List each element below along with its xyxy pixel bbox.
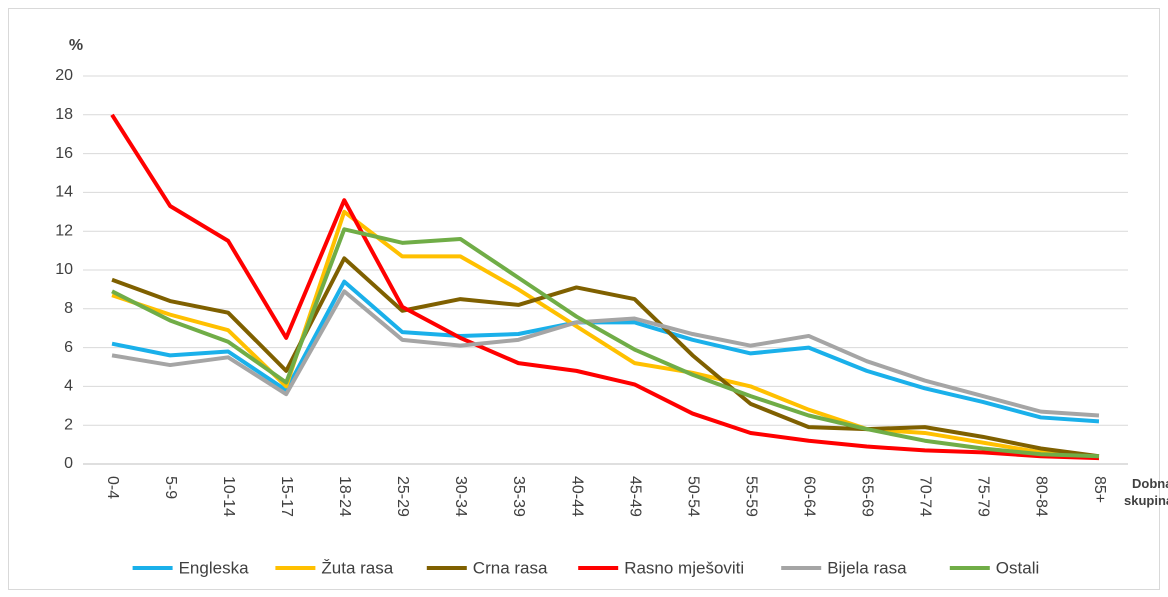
x-tick-label: 45-49 [626,476,643,517]
x-tick-label: 50-54 [684,476,701,517]
x-tick-label: 0-4 [104,476,121,499]
x-tick-label: 65-69 [859,476,876,517]
x-tick-label: 70-74 [917,476,934,517]
x-tick-label: 35-39 [510,476,527,517]
legend-label: Bijela rasa [827,558,907,577]
legend-label: Rasno mješoviti [624,558,744,577]
x-tick-label: 85+ [1091,476,1108,503]
legend-label: Žuta rasa [321,558,393,577]
x-tick-label: 55-59 [742,476,759,517]
x-tick-label: 25-29 [394,476,411,517]
y-tick-label: 2 [64,416,73,433]
x-tick-label: 80-84 [1033,476,1050,517]
x-axis-label-part: Dobna [1132,476,1168,491]
legend-label: Crna rasa [473,558,548,577]
y-axis-label: % [69,37,83,54]
line-series [111,256,1100,459]
chart-frame [8,8,1160,590]
x-tick-label: 60-64 [800,476,817,517]
x-tick-label: 18-24 [336,476,353,517]
line-series [111,289,1100,418]
x-axis-label-part: skupina [1124,493,1168,508]
x-tick-label: 5-9 [162,476,179,499]
y-tick-label: 0 [64,455,73,472]
y-tick-label: 18 [55,106,73,123]
y-tick-label: 10 [55,261,73,278]
line-series [111,227,1100,459]
y-tick-label: 20 [55,67,73,84]
x-tick-label: 40-44 [568,476,585,517]
x-axis-label: Dobna skupina [1124,476,1168,508]
x-tick-label: 15-17 [278,476,295,517]
legend-label: Engleska [179,558,249,577]
x-tick-label: 30-34 [452,476,469,517]
line-series [110,113,1100,461]
y-tick-label: 4 [64,378,73,395]
legend-label: Ostali [996,558,1039,577]
y-tick-label: 6 [64,339,73,356]
x-tick-label: 10-14 [220,476,237,517]
y-tick-label: 14 [55,184,73,201]
y-tick-label: 16 [55,145,73,162]
y-tick-label: 12 [55,222,73,239]
x-tick-label: 75-79 [975,476,992,517]
y-tick-label: 8 [64,300,73,317]
